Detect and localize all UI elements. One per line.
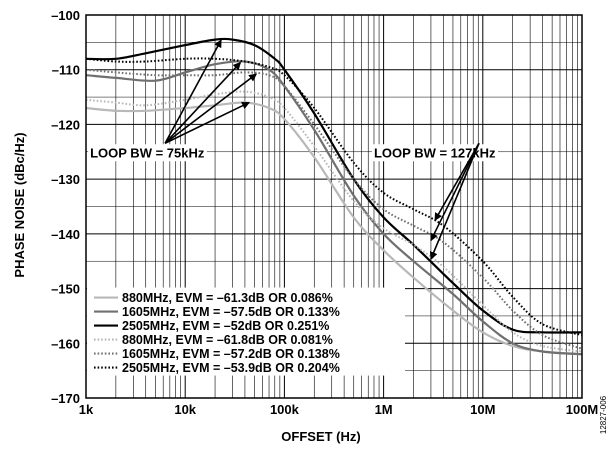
y-axis-label: PHASE NOISE (dBc/Hz) bbox=[12, 132, 27, 277]
annotation-arrow bbox=[430, 142, 480, 242]
legend: 880MHz, EVM = –61.3dB OR 0.086%1605MHz, … bbox=[87, 287, 405, 376]
x-tick-label: 10M bbox=[470, 402, 495, 417]
annotation-arrow bbox=[429, 142, 480, 260]
y-tick-label: –130 bbox=[51, 172, 80, 187]
annotation-label-1: LOOP BW = 75kHz bbox=[90, 145, 205, 160]
series-line-4 bbox=[86, 90, 582, 353]
x-tick-label: 1k bbox=[79, 402, 94, 417]
y-tick-label: –100 bbox=[51, 8, 80, 23]
plot-frame bbox=[85, 14, 583, 399]
series-layer bbox=[86, 37, 582, 356]
y-tick-label: –140 bbox=[51, 227, 80, 242]
annotation-arrow bbox=[434, 142, 480, 222]
annotation-label-bg bbox=[371, 144, 498, 162]
annotation-label-2: LOOP BW = 127kHz bbox=[374, 145, 496, 160]
annotation-arrow bbox=[164, 73, 258, 144]
series-line-1 bbox=[86, 101, 582, 356]
series-line-2 bbox=[86, 60, 582, 356]
series-line-6 bbox=[86, 57, 582, 337]
legend-box bbox=[87, 287, 405, 376]
x-axis-label: OFFSET (Hz) bbox=[281, 429, 360, 444]
y-tick-label: –110 bbox=[52, 63, 80, 78]
x-tick-label: 1M bbox=[375, 402, 393, 417]
legend-entry: 2505MHz, EVM = –53.9dB OR 0.204% bbox=[122, 361, 340, 375]
annotation-arrow bbox=[164, 61, 242, 144]
y-tick-label: –150 bbox=[51, 282, 80, 297]
y-tick-labels: –100 –110 –120 –130 –140 –150 –160 –170 bbox=[51, 8, 80, 406]
x-tick-label: 10k bbox=[174, 402, 196, 417]
legend-entry: 880MHz, EVM = –61.3dB OR 0.086% bbox=[122, 291, 333, 305]
legend-entry: 880MHz, EVM = –61.8dB OR 0.081% bbox=[122, 333, 333, 347]
x-tick-label: 100k bbox=[270, 402, 300, 417]
y-tick-label: –120 bbox=[51, 117, 80, 132]
legend-entry: 2505MHz, EVM = –52dB OR 0.251% bbox=[122, 319, 329, 333]
y-tick-label: –170 bbox=[51, 391, 80, 406]
y-tick-label: –160 bbox=[51, 336, 80, 351]
annotation-label-bg bbox=[88, 144, 207, 162]
annotation-arrow bbox=[164, 39, 222, 144]
legend-entry: 1605MHz, EVM = –57.2dB OR 0.138% bbox=[122, 347, 340, 361]
figure-id: 12827-006 bbox=[599, 395, 608, 434]
legend-entry: 1605MHz, EVM = –57.5dB OR 0.133% bbox=[122, 305, 340, 319]
annotation-arrow bbox=[164, 101, 250, 144]
x-tick-labels: 1k 10k 100k 1M 10M 100M bbox=[79, 402, 599, 417]
annotations: LOOP BW = 75kHz LOOP BW = 127kHz bbox=[88, 39, 498, 260]
x-tick-label: 100M bbox=[566, 402, 599, 417]
